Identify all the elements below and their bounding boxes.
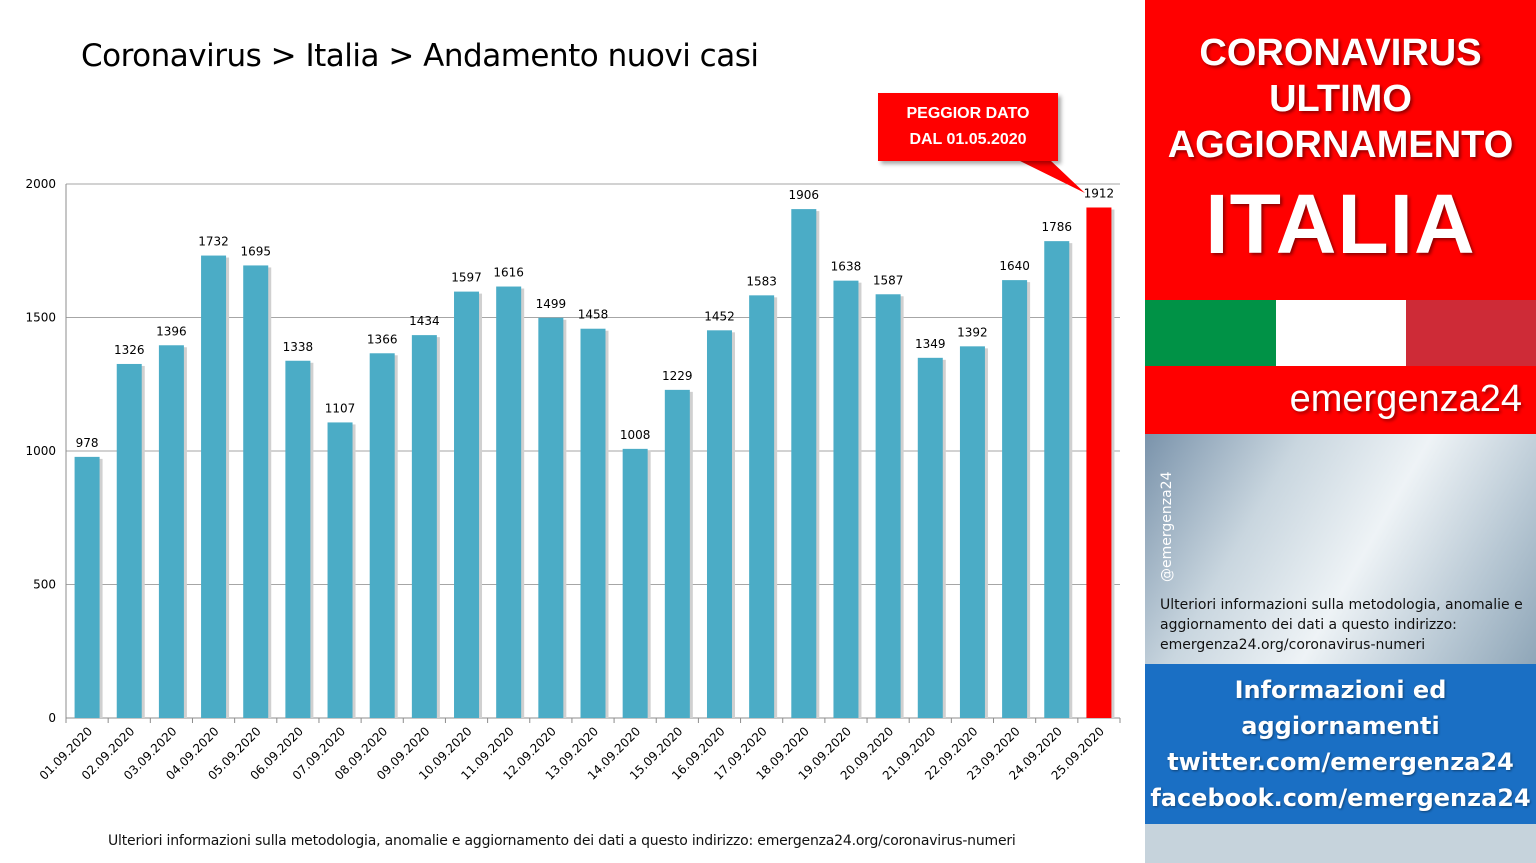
data-label: 1499	[536, 297, 567, 311]
social-links-box: Informazioni ed aggiornamenti twitter.co…	[1145, 664, 1536, 824]
bar	[1044, 241, 1070, 718]
bar	[833, 280, 859, 718]
footer-note: Ulteriori informazioni sulla metodologia…	[108, 833, 1016, 849]
y-tick-label: 0	[48, 711, 56, 725]
flag-stripe-green	[1145, 300, 1276, 366]
info-line-2: aggiornamenti	[1241, 712, 1440, 740]
data-label: 1434	[409, 314, 440, 328]
sidebar-footer	[1145, 824, 1536, 863]
bar	[538, 317, 564, 718]
data-label: 1587	[873, 273, 904, 287]
data-label: 1338	[283, 340, 314, 354]
y-tick-label: 1000	[25, 444, 56, 458]
chart-panel: Coronavirus > Italia > Andamento nuovi c…	[25, 38, 1121, 849]
bar	[622, 448, 648, 718]
bar	[496, 286, 522, 718]
bar	[243, 265, 269, 718]
country-label: ITALIA	[1205, 177, 1476, 271]
bar	[749, 295, 775, 718]
facebook-link[interactable]: facebook.com/emergenza24	[1150, 784, 1531, 812]
flag-stripe-white	[1276, 300, 1406, 366]
bar	[664, 389, 690, 718]
header-line-1: CORONAVIRUS	[1199, 32, 1482, 74]
brand-name: emergenza24	[1289, 378, 1522, 420]
bar	[1002, 280, 1028, 718]
data-label: 1366	[367, 332, 398, 346]
data-label: 1396	[156, 324, 187, 338]
data-label: 1452	[704, 309, 735, 323]
italian-flag-icon	[1145, 300, 1536, 366]
data-label: 1906	[789, 188, 820, 202]
data-label: 1912	[1084, 186, 1115, 200]
data-label: 1732	[198, 235, 229, 249]
data-label: 978	[76, 436, 99, 450]
data-label: 1008	[620, 428, 651, 442]
bar	[454, 291, 480, 718]
bar	[116, 363, 142, 718]
sidebar: CORONAVIRUS ULTIMO AGGIORNAMENTO ITALIA …	[1145, 0, 1536, 863]
bar	[706, 330, 732, 718]
bar	[875, 294, 901, 718]
info-line-1: Informazioni ed	[1234, 676, 1447, 704]
data-label: 1458	[578, 308, 609, 322]
bar	[201, 255, 227, 718]
bar	[369, 353, 395, 718]
data-label: 1616	[493, 266, 524, 280]
bar	[327, 422, 353, 718]
page-title: Coronavirus > Italia > Andamento nuovi c…	[81, 38, 759, 74]
y-tick-label: 2000	[25, 177, 56, 191]
data-label: 1583	[746, 274, 777, 288]
info-text: Ulteriori informazioni sulla metodologia…	[1160, 597, 1523, 653]
bar	[791, 209, 817, 718]
bar	[411, 335, 437, 718]
flag-stripe-red	[1406, 300, 1536, 366]
bar	[959, 346, 985, 718]
bar	[917, 357, 943, 718]
data-label: 1638	[831, 260, 862, 274]
worst-data-callout: PEGGIOR DATO DAL 01.05.2020	[878, 93, 1058, 161]
header-line-3: AGGIORNAMENTO	[1167, 124, 1514, 166]
brand-bar: emergenza24	[1145, 366, 1536, 434]
y-tick-label: 500	[33, 578, 56, 592]
twitter-link[interactable]: twitter.com/emergenza24	[1167, 748, 1514, 776]
social-handle: @emergenza24	[1159, 471, 1175, 583]
callout-pointer	[1018, 160, 1085, 193]
background-photo	[1145, 434, 1536, 664]
callout-line-2: DAL 01.05.2020	[909, 131, 1027, 148]
data-label: 1229	[662, 369, 693, 383]
bar	[285, 360, 311, 718]
bar-chart: 050010001500200097801.09.2020132602.09.2…	[25, 160, 1121, 783]
data-label: 1326	[114, 343, 145, 357]
bar	[580, 328, 606, 718]
data-label: 1640	[999, 259, 1030, 273]
data-label: 1597	[451, 271, 482, 285]
callout-line-1: PEGGIOR DATO	[906, 105, 1030, 122]
y-tick-label: 1500	[25, 311, 56, 325]
data-label: 1349	[915, 337, 946, 351]
data-label: 1107	[325, 401, 356, 415]
bar	[158, 345, 184, 718]
bar	[1086, 207, 1112, 718]
data-label: 1695	[240, 244, 271, 258]
data-label: 1786	[1041, 220, 1072, 234]
bar	[74, 456, 100, 718]
data-label: 1392	[957, 325, 988, 339]
sidebar-header: CORONAVIRUS ULTIMO AGGIORNAMENTO ITALIA	[1145, 0, 1536, 300]
header-line-2: ULTIMO	[1269, 78, 1412, 120]
